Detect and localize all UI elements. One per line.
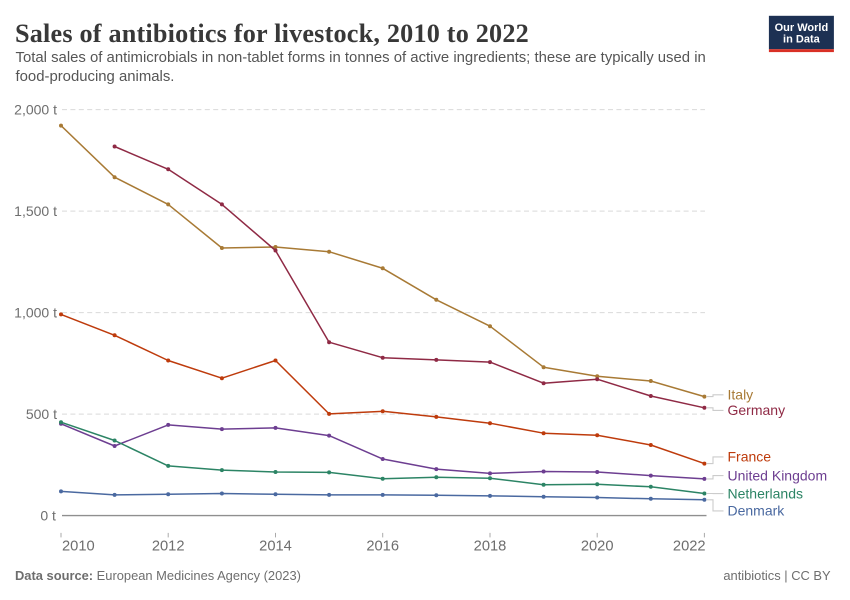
svg-text:Sales of antibiotics for lives: Sales of antibiotics for livestock, 2010… xyxy=(15,19,529,48)
svg-text:2,000 t: 2,000 t xyxy=(14,101,57,117)
svg-text:2014: 2014 xyxy=(259,539,292,555)
svg-text:2016: 2016 xyxy=(366,539,399,555)
svg-text:1,500 t: 1,500 t xyxy=(14,203,57,219)
svg-text:Data source: European Medicine: Data source: European Medicines Agency (… xyxy=(15,568,301,583)
svg-text:2012: 2012 xyxy=(152,539,185,555)
svg-text:Netherlands: Netherlands xyxy=(728,485,804,501)
svg-text:food-producing animals.: food-producing animals. xyxy=(16,69,175,85)
svg-text:Our World: Our World xyxy=(775,22,829,34)
svg-text:Denmark: Denmark xyxy=(728,503,786,519)
svg-text:2020: 2020 xyxy=(581,539,614,555)
svg-text:2022: 2022 xyxy=(673,539,706,555)
svg-text:France: France xyxy=(728,449,772,465)
svg-text:500 t: 500 t xyxy=(26,406,57,422)
svg-text:in Data: in Data xyxy=(783,33,821,45)
svg-text:Total sales of antimicrobials: Total sales of antimicrobials in non-tab… xyxy=(16,50,706,66)
svg-text:Italy: Italy xyxy=(728,387,754,403)
svg-text:0 t: 0 t xyxy=(40,507,56,523)
svg-text:2018: 2018 xyxy=(474,539,507,555)
svg-text:1,000 t: 1,000 t xyxy=(14,304,57,320)
svg-text:2010: 2010 xyxy=(62,539,95,555)
svg-text:antibiotics | CC BY: antibiotics | CC BY xyxy=(723,568,831,583)
svg-text:Germany: Germany xyxy=(728,402,786,418)
svg-text:United Kingdom: United Kingdom xyxy=(728,467,828,483)
